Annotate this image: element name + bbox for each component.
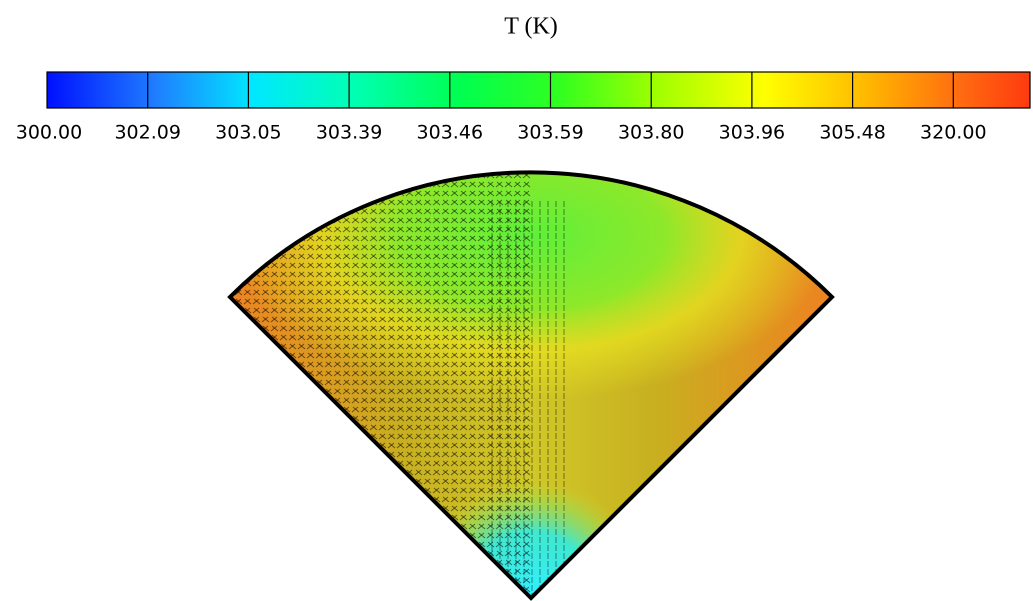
colorbar-tick-label: 302.09 — [114, 122, 180, 144]
colorbar-tick-label: 300.00 — [16, 122, 82, 144]
colorbar-tick-label: 303.59 — [517, 122, 583, 144]
colorbar-tick-label: 303.80 — [618, 122, 684, 144]
colorbar-tick-label: 303.05 — [215, 122, 281, 144]
colorbar-tick-label: 303.39 — [316, 122, 382, 144]
colorbar — [47, 72, 1030, 108]
colorbar-tick-label: 305.48 — [819, 122, 885, 144]
colorbar-tick-label: 320.00 — [920, 122, 986, 144]
colorbar-title: T (K) — [504, 14, 558, 40]
colorbar-tick-label: 303.46 — [417, 122, 483, 144]
chart: T (K) 300.00 302.09 303.05 303.39 303.46 303.… — [0, 0, 1033, 601]
colorbar-tick-label: 303.96 — [719, 122, 785, 144]
